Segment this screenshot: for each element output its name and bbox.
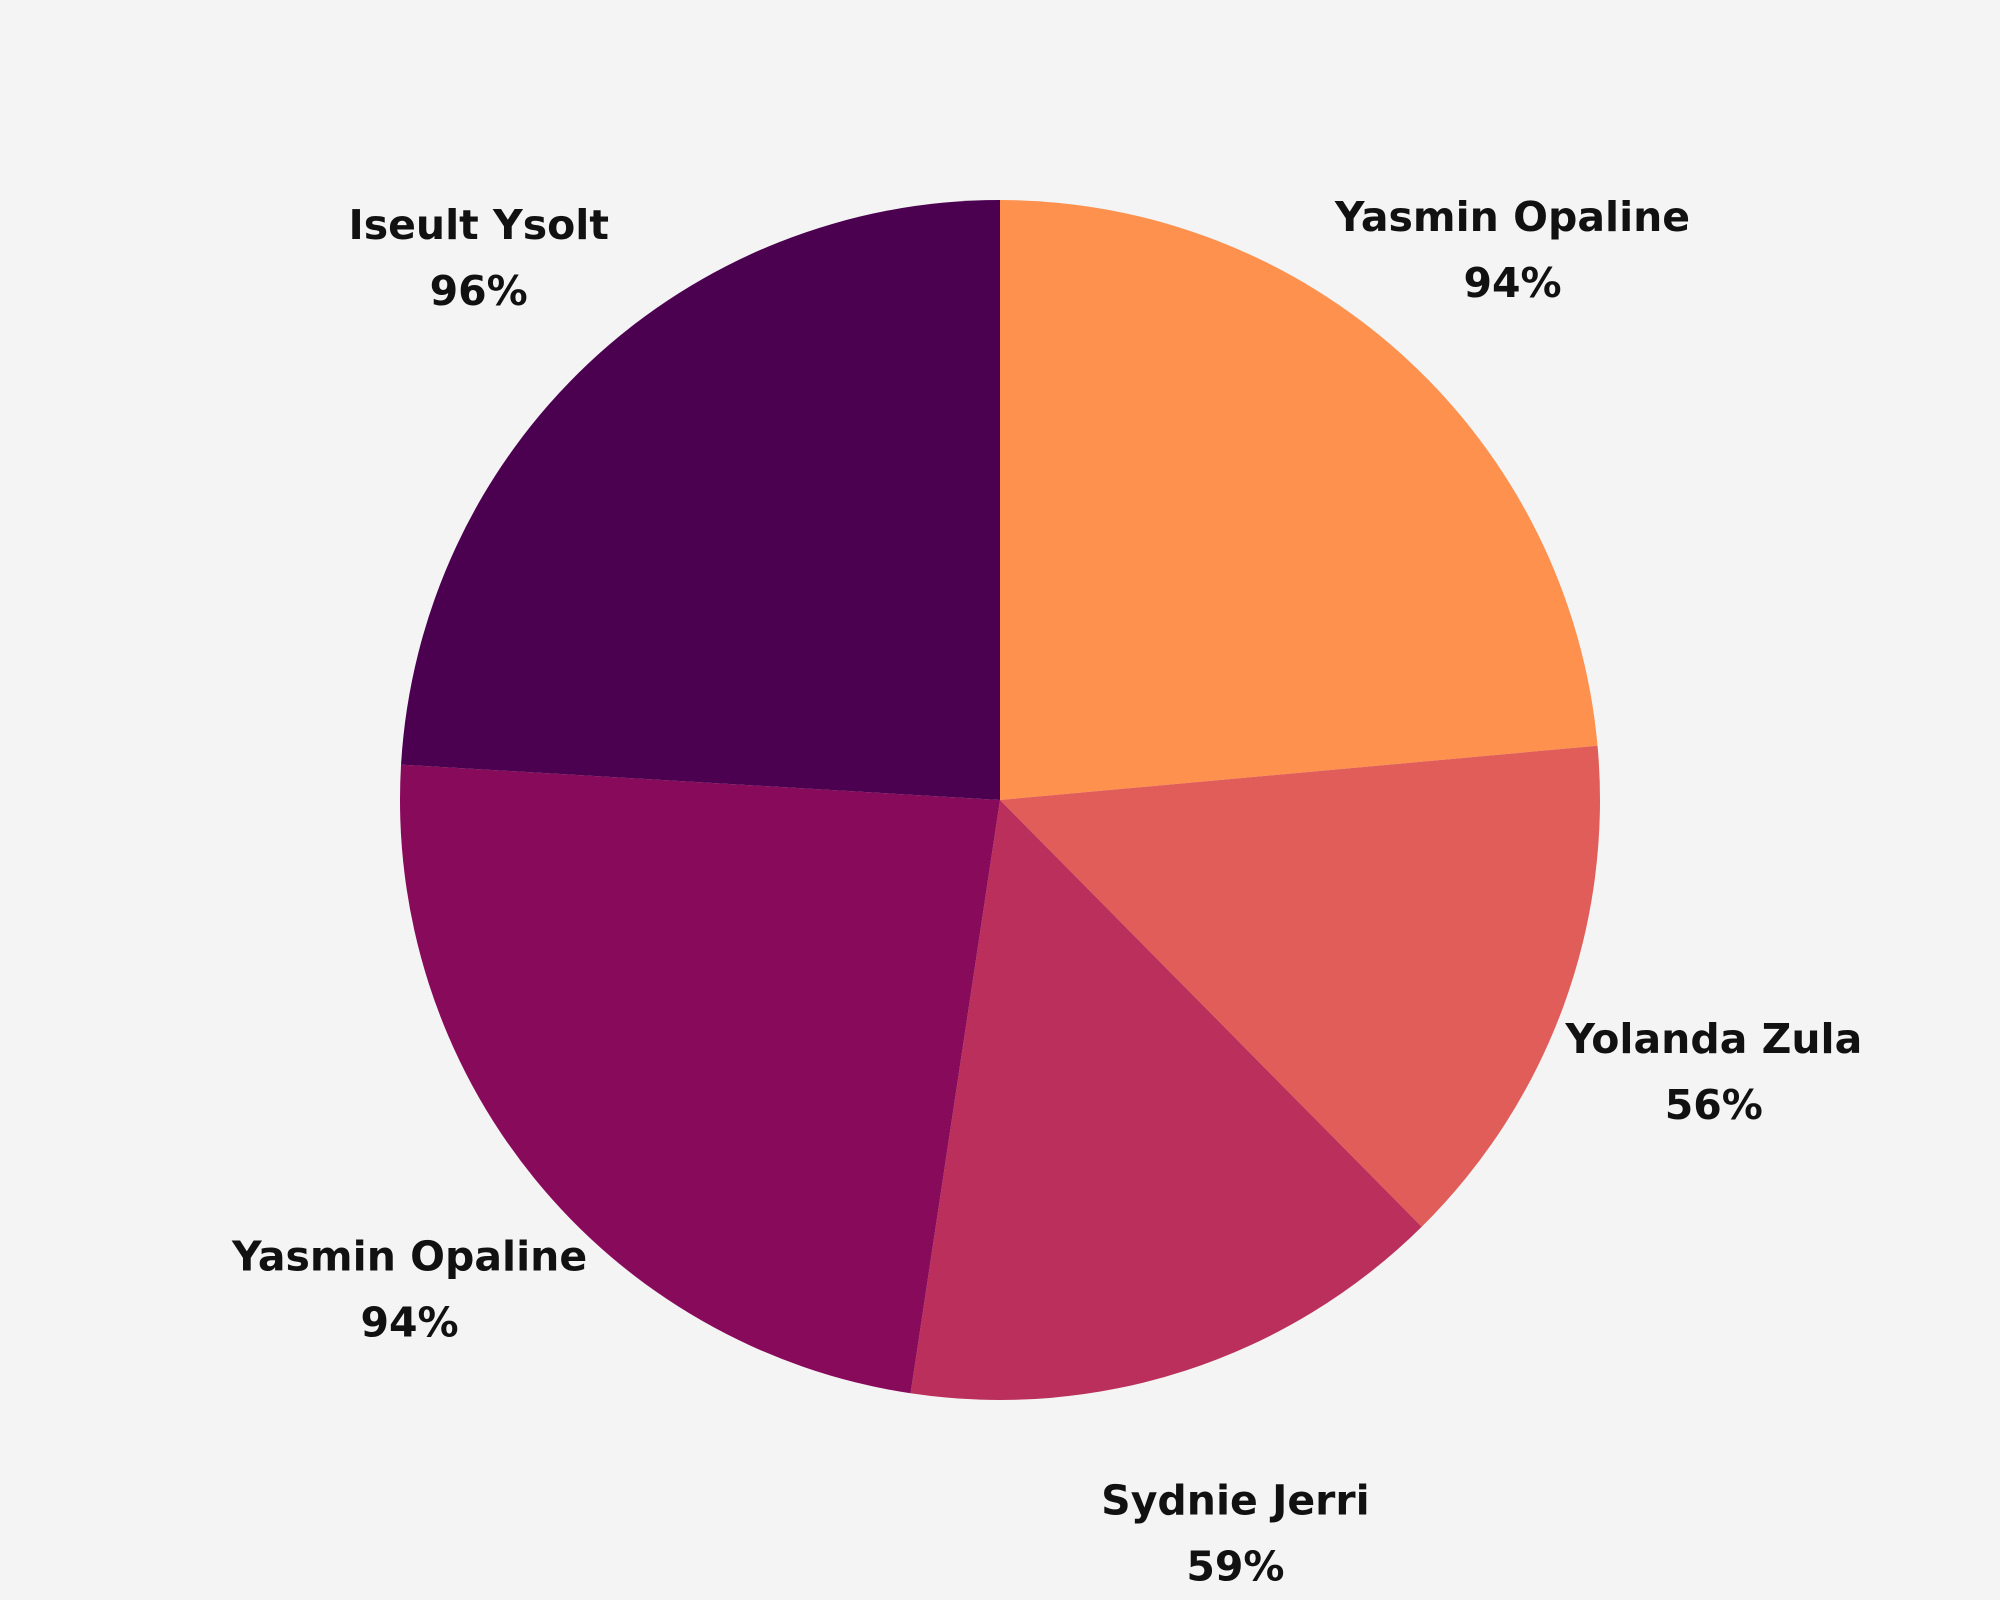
slice-value-4: 96% xyxy=(430,267,528,315)
pie-slice-4 xyxy=(401,200,1000,800)
slice-value-1: 56% xyxy=(1665,1081,1763,1129)
pie-slice-2 xyxy=(910,800,1422,1400)
slice-label-4: Iseult Ysolt xyxy=(348,201,609,249)
slice-label-2: Sydnie Jerri xyxy=(1101,1477,1369,1525)
slice-label-3: Yasmin Opaline xyxy=(231,1233,587,1281)
slice-value-0: 94% xyxy=(1463,259,1561,307)
pie-slices xyxy=(399,200,1600,1400)
slice-label-1: Yolanda Zula xyxy=(1564,1015,1862,1063)
pie-slice-0 xyxy=(1000,200,1598,800)
pie-slice-1 xyxy=(1000,745,1600,1227)
slice-label-0: Yasmin Opaline xyxy=(1334,193,1690,241)
slice-value-2: 59% xyxy=(1186,1543,1284,1591)
pie-slice-3 xyxy=(399,764,1000,1394)
slice-value-3: 94% xyxy=(360,1299,458,1347)
pie-labels: Yasmin Opaline 94% Yolanda Zula 56% Sydnie J… xyxy=(231,193,1862,1591)
